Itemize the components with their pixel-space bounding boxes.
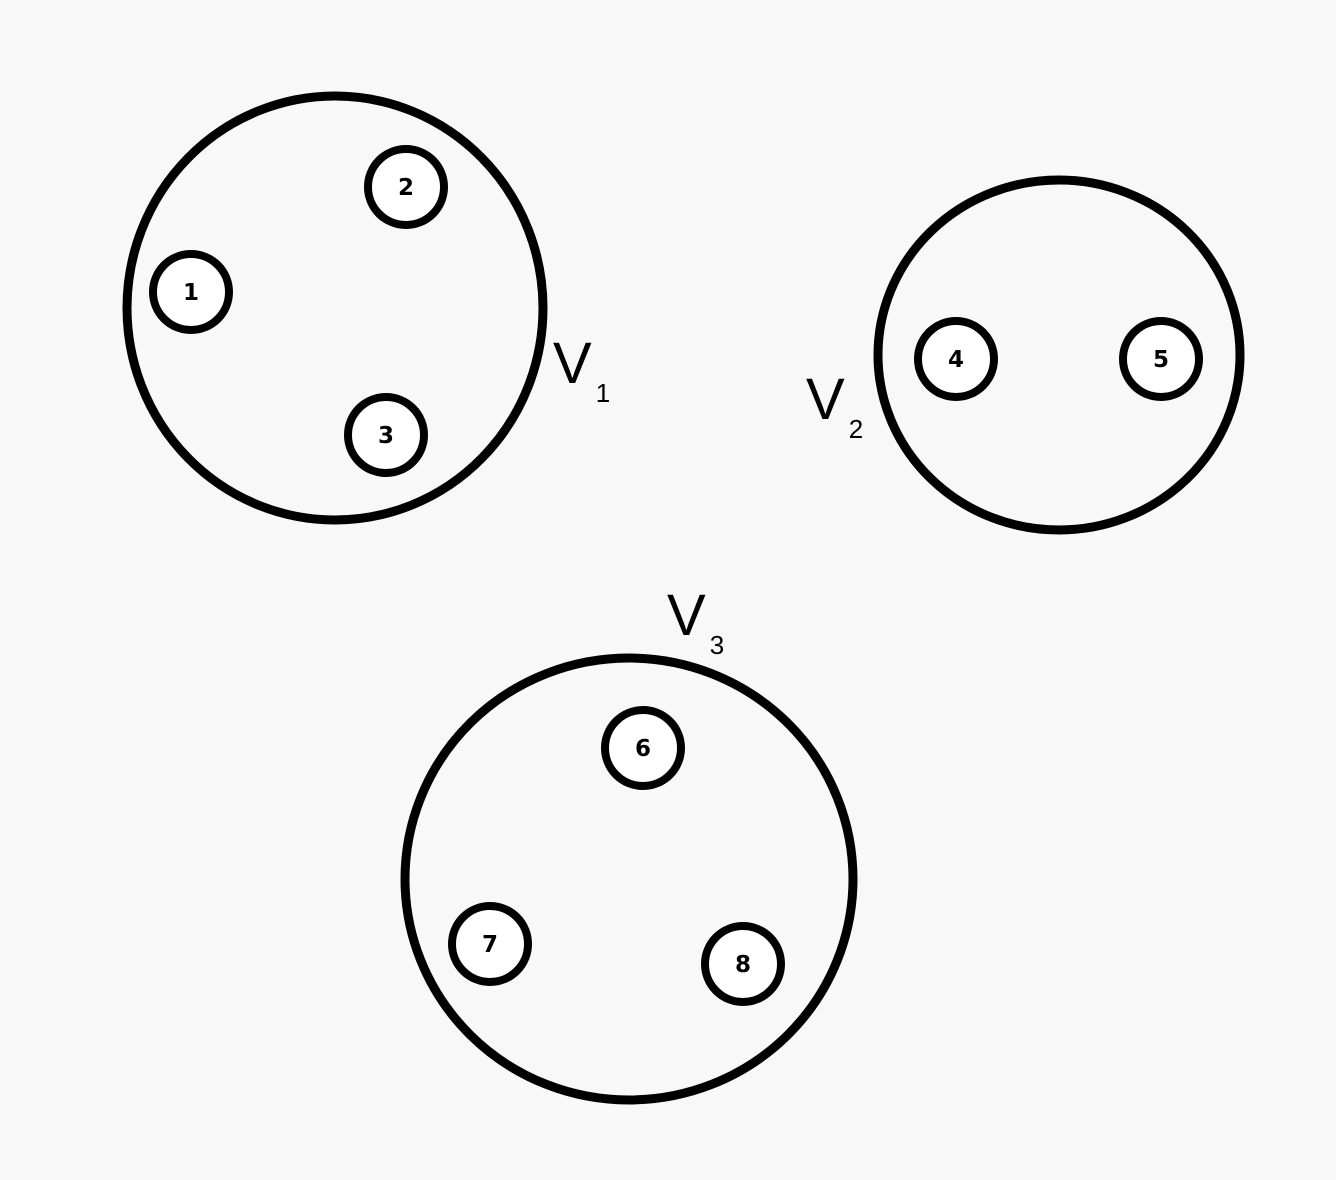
node-1-circle	[149, 250, 233, 334]
node-5-circle	[1119, 317, 1203, 401]
group-v1-boundary	[122, 91, 548, 525]
group-v2-subscript: 2	[849, 414, 863, 444]
node-6-label: 6	[635, 736, 651, 762]
node-6[interactable]: 6	[601, 706, 685, 790]
node-2[interactable]: 2	[364, 145, 448, 229]
node-3[interactable]: 3	[344, 393, 428, 477]
group-v1-subscript: 1	[596, 378, 610, 408]
node-8[interactable]: 8	[701, 922, 785, 1006]
node-5-label: 5	[1153, 347, 1169, 373]
node-1[interactable]: 1	[149, 250, 233, 334]
node-2-label: 2	[398, 175, 414, 201]
node-1-label: 1	[183, 280, 199, 306]
node-8-label: 8	[735, 952, 751, 978]
group-v2-letter: V	[806, 367, 845, 432]
node-6-circle	[601, 706, 685, 790]
node-3-circle	[344, 393, 428, 477]
group-v3-letter: V	[667, 583, 706, 648]
group-v1-letter: V	[553, 331, 592, 396]
group-v3-subscript: 3	[710, 630, 724, 660]
node-5[interactable]: 5	[1119, 317, 1203, 401]
group-v3-boundary	[400, 653, 858, 1105]
node-7-circle	[448, 902, 532, 986]
node-3-label: 3	[378, 423, 394, 449]
node-4[interactable]: 4	[914, 317, 998, 401]
node-7[interactable]: 7	[448, 902, 532, 986]
group-v2-boundary	[873, 175, 1245, 535]
node-7-label: 7	[482, 932, 498, 958]
node-8-circle	[701, 922, 785, 1006]
node-4-circle	[914, 317, 998, 401]
node-2-circle	[364, 145, 448, 229]
node-4-label: 4	[948, 347, 964, 373]
